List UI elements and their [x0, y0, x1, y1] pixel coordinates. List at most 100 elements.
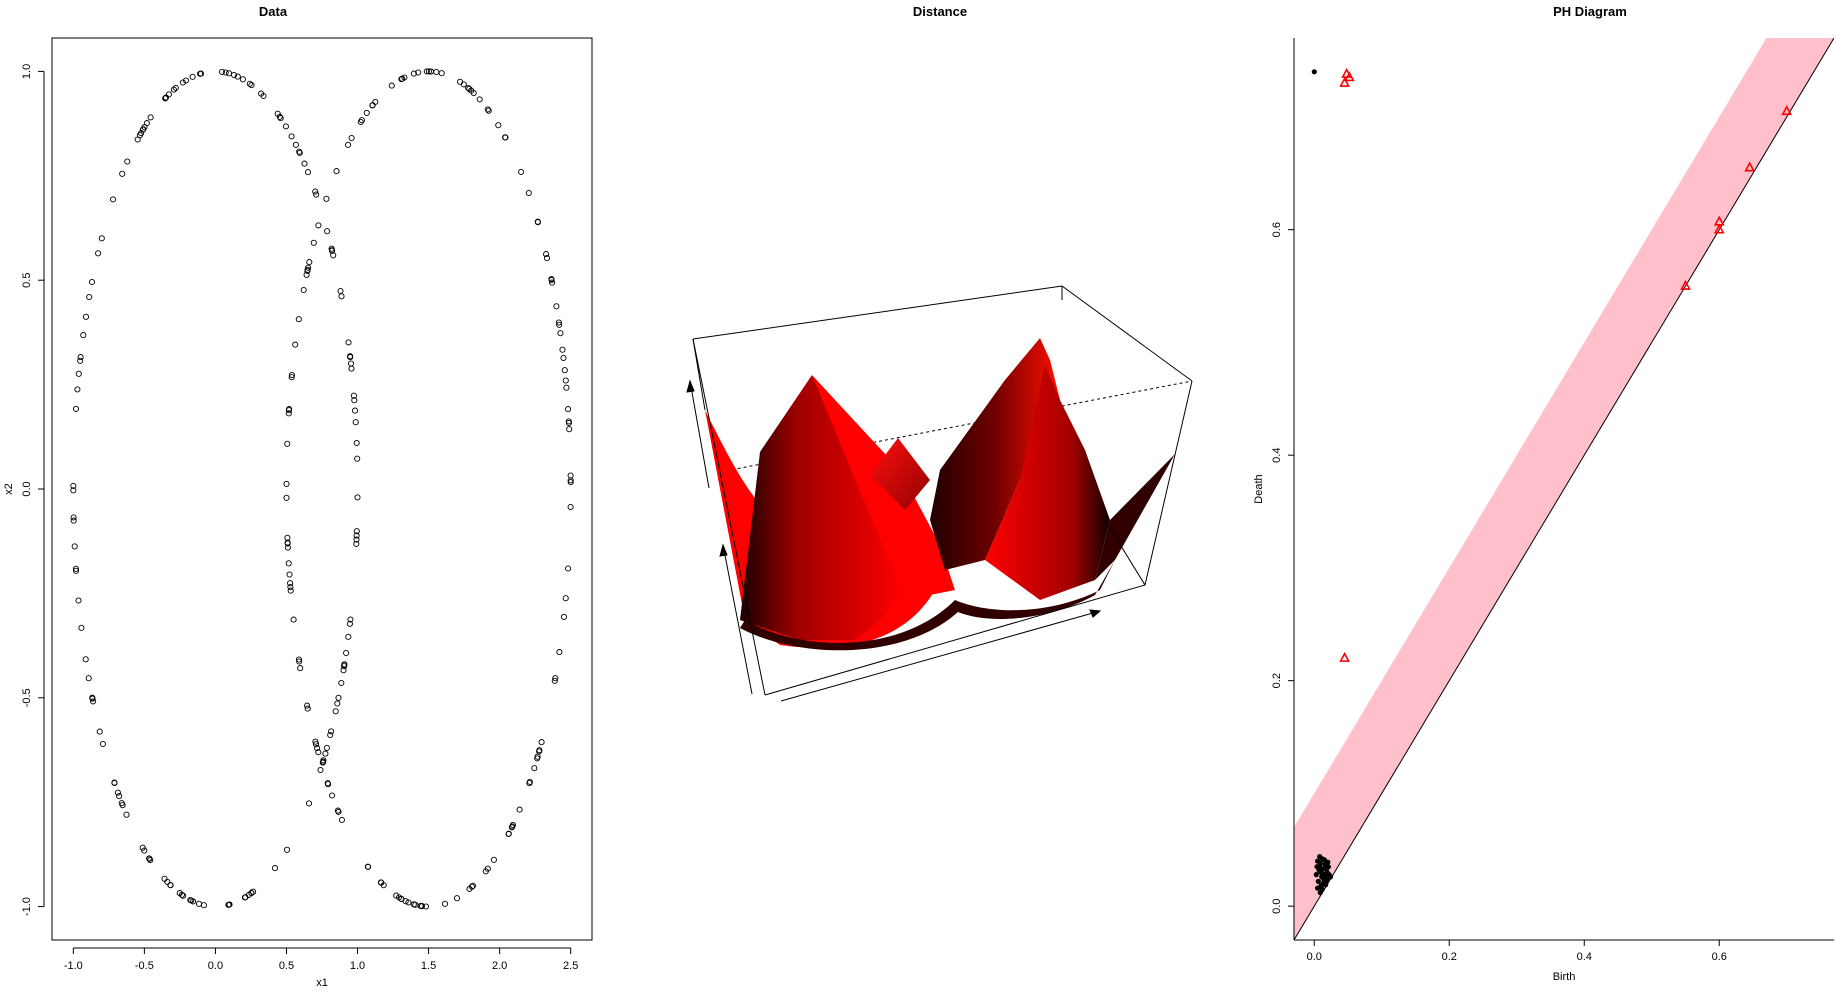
data-point [495, 122, 502, 129]
data-point [354, 494, 361, 501]
dim0-point [1315, 878, 1321, 885]
x-tick-label: 2.5 [563, 960, 578, 972]
data-point [553, 303, 560, 310]
dim1-point [1339, 76, 1350, 87]
data-point [557, 330, 564, 337]
data-point [312, 188, 319, 195]
data-point [239, 76, 246, 83]
data-point [398, 76, 405, 83]
data-point [551, 677, 558, 684]
data-panel-title: Data [258, 4, 288, 19]
y-axis-arrow-head [719, 543, 728, 557]
dim0-point [1317, 860, 1323, 866]
data-point [418, 903, 425, 910]
data-point [285, 407, 293, 414]
data-point [225, 70, 233, 77]
data-point [258, 90, 265, 97]
data-point [348, 134, 355, 142]
data-point [490, 856, 497, 863]
data-point [536, 747, 543, 754]
data-point [245, 891, 252, 898]
data-point [164, 878, 171, 885]
data-point [563, 384, 570, 391]
data-point [457, 78, 464, 85]
data-point [315, 749, 322, 756]
dim1-point [1339, 651, 1350, 662]
data-point [350, 392, 357, 399]
data-y-axis: -1.0 -0.5 0.0 0.5 1.0 [21, 64, 45, 916]
data-point [333, 168, 340, 175]
data-point [85, 675, 92, 682]
dim1-point [1713, 223, 1725, 234]
data-point [139, 844, 146, 851]
data-point [119, 802, 126, 809]
data-point [335, 694, 342, 701]
data-point [246, 80, 253, 87]
data-point [526, 778, 533, 785]
data-point [147, 857, 154, 864]
data-point [422, 903, 430, 910]
dim1-point [1344, 71, 1355, 82]
data-point [565, 565, 572, 572]
data-point [401, 74, 408, 81]
data-point [274, 110, 281, 117]
data-point [287, 583, 294, 591]
data-point [438, 70, 445, 77]
data-point [288, 371, 295, 379]
data-point [548, 275, 555, 283]
surface-bottom-edge [740, 560, 1115, 651]
x-tick-label: 0.0 [208, 960, 223, 972]
data-point [77, 357, 84, 364]
data-point [304, 267, 311, 274]
data-point [109, 196, 117, 203]
data-point [314, 745, 321, 752]
data-point [138, 130, 145, 137]
data-point [468, 883, 475, 890]
data-point [410, 70, 417, 77]
data-point [197, 70, 205, 77]
dim0-point [1327, 874, 1334, 880]
data-point [77, 354, 84, 361]
data-point [189, 73, 196, 80]
data-point [485, 107, 492, 114]
data-x-axis-label: x1 [316, 977, 328, 989]
data-point [324, 228, 331, 235]
data-point [98, 235, 105, 242]
data-point [313, 191, 320, 198]
box-edge [764, 584, 1146, 696]
data-point [364, 863, 371, 870]
data-point [567, 472, 574, 479]
data-plot-frame [51, 37, 593, 941]
data-point [369, 102, 376, 109]
data-point [328, 245, 335, 252]
box-edge [1104, 519, 1146, 586]
box-edge [692, 285, 1063, 340]
data-point [96, 728, 103, 735]
x-axis-arrow-head [1089, 609, 1102, 618]
data-point [286, 571, 293, 578]
data-point [304, 705, 311, 712]
data-point [388, 82, 395, 89]
data-point [502, 134, 509, 141]
data-point [469, 882, 476, 889]
data-point [288, 133, 295, 140]
data-point [338, 679, 345, 687]
z-axis-arrow-head [686, 379, 695, 393]
data-point [306, 259, 313, 266]
data-point [556, 649, 563, 656]
data-point [338, 293, 345, 300]
data-point [161, 875, 168, 882]
data-point [300, 286, 307, 294]
data-point [543, 251, 550, 258]
data-point [123, 811, 130, 818]
x-tick-label: 1.0 [350, 960, 365, 972]
y-tick-label: 0.6 [1271, 222, 1283, 237]
data-point [73, 567, 80, 574]
data-x-axis: -1.0 -0.5 0.0 0.5 1.0 1.5 2.0 2.5 [64, 947, 578, 972]
ph-y-axis: 0.0 0.2 0.4 0.6 [1271, 222, 1294, 914]
data-point [248, 82, 255, 89]
surface-right-tail [1095, 454, 1175, 580]
data-point [283, 480, 290, 487]
data-point [90, 698, 97, 705]
data-point [324, 780, 331, 787]
